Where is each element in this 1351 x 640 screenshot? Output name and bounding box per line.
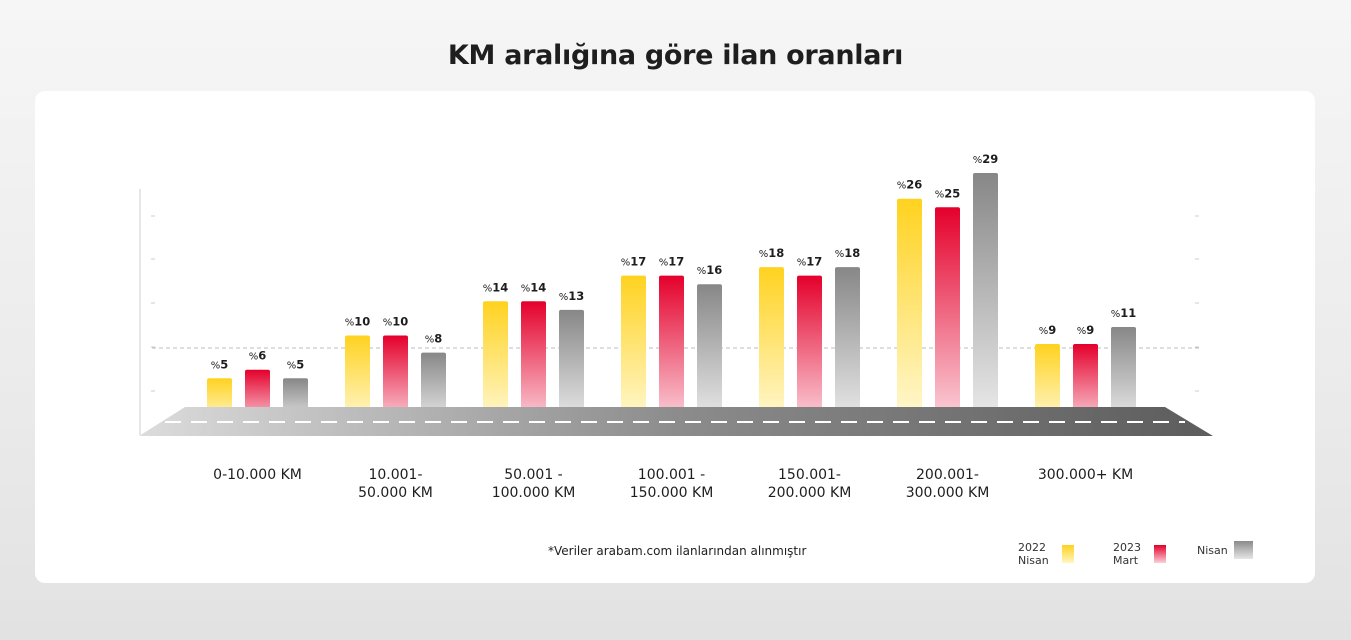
x-tick-label: 300.000+ KM (1038, 467, 1133, 483)
bar-chart: %5 %10 %14 %17 %18 %26 %9 %6 %10 %14 %17 %17 %25 %9 %5… (139, 152, 1213, 501)
bar-2023-mart-2 (521, 301, 546, 425)
bar-2023-mart-3 (659, 275, 684, 425)
legend-item-2022-nisan: 2022 Nisan (1018, 541, 1074, 567)
data-label: %14 (521, 280, 547, 294)
x-tick-label: 50.001 -100.000 KM (492, 467, 576, 501)
legend-swatch-yellow (1062, 545, 1074, 563)
legend-label: 2023 Mart (1113, 541, 1141, 567)
data-label: %9 (1077, 323, 1095, 337)
bar-nisan-6 (1111, 326, 1136, 425)
labels-layer: %5 %10 %14 %17 %18 %26 %9 %6 %10 %14 %17 %17 %25 %9 %5… (211, 152, 1137, 371)
legend-label: 2022 Nisan (1018, 541, 1049, 567)
bar-2023-mart-4 (797, 275, 822, 425)
bar-2023-mart-5 (935, 207, 960, 425)
x-tick-label: 0-10.000 KM (213, 467, 302, 483)
bar-2022-nisan-5 (897, 198, 922, 425)
bar-2022-nisan-6 (1035, 344, 1060, 425)
bar-nisan-1 (421, 352, 446, 425)
bar-nisan-3 (697, 284, 722, 425)
bar-2022-nisan-2 (483, 301, 508, 425)
legend-item-2023-mart: 2023 Mart (1113, 541, 1166, 567)
data-label: %10 (345, 315, 371, 329)
page-title: KM aralığına göre ilan oranları (447, 40, 904, 71)
data-label: %29 (973, 152, 999, 166)
x-tick-label: 200.001-300.000 KM (906, 467, 990, 501)
data-label: %5 (287, 357, 305, 371)
data-label: %8 (425, 332, 443, 346)
data-label: %17 (797, 255, 823, 269)
data-label: %5 (211, 357, 229, 371)
data-label: %10 (383, 315, 409, 329)
bar-nisan-4 (835, 267, 860, 425)
chart-card: %5 %10 %14 %17 %18 %26 %9 %6 %10 %14 %17 %17 %25 %9 %5… (35, 91, 1315, 583)
x-tick-label: 10.001-50.000 KM (358, 467, 433, 501)
bars-layer (207, 173, 1136, 425)
data-label: %13 (559, 289, 585, 303)
bar-2023-mart-6 (1073, 344, 1098, 425)
axis-layer (139, 189, 1200, 435)
data-label: %25 (935, 186, 961, 200)
category-labels: 0-10.000 KM 10.001-50.000 KM 50.001 -100.0… (213, 467, 1133, 501)
data-label: %16 (697, 263, 723, 277)
bar-2022-nisan-3 (621, 275, 646, 425)
bar-nisan-2 (559, 309, 584, 425)
data-label: %26 (897, 178, 923, 192)
bar-2022-nisan-1 (345, 335, 370, 425)
data-label: %18 (835, 246, 861, 260)
data-label: %17 (621, 255, 647, 269)
legend-swatch-gray (1233, 541, 1253, 559)
x-tick-label: 150.001-200.000 KM (768, 467, 852, 501)
data-label: %9 (1039, 323, 1057, 337)
road-floor (139, 407, 1213, 436)
legend-label: Nisan (1197, 543, 1228, 557)
x-tick-label: 100.001 -150.000 KM (630, 467, 714, 501)
road-layer (139, 407, 1213, 436)
data-label: %11 (1111, 306, 1137, 320)
data-label: %6 (249, 349, 267, 363)
bar-2022-nisan-4 (759, 267, 784, 425)
legend-item-nisan: Nisan (1197, 541, 1253, 559)
data-label: %17 (659, 255, 685, 269)
data-label: %14 (483, 280, 509, 294)
legend-swatch-red (1154, 545, 1166, 563)
footnote: *Veriler arabam.com ilanlarından alınmış… (548, 544, 807, 558)
bar-nisan-5 (973, 173, 998, 425)
bar-2023-mart-1 (383, 335, 408, 425)
data-label: %18 (759, 246, 785, 260)
